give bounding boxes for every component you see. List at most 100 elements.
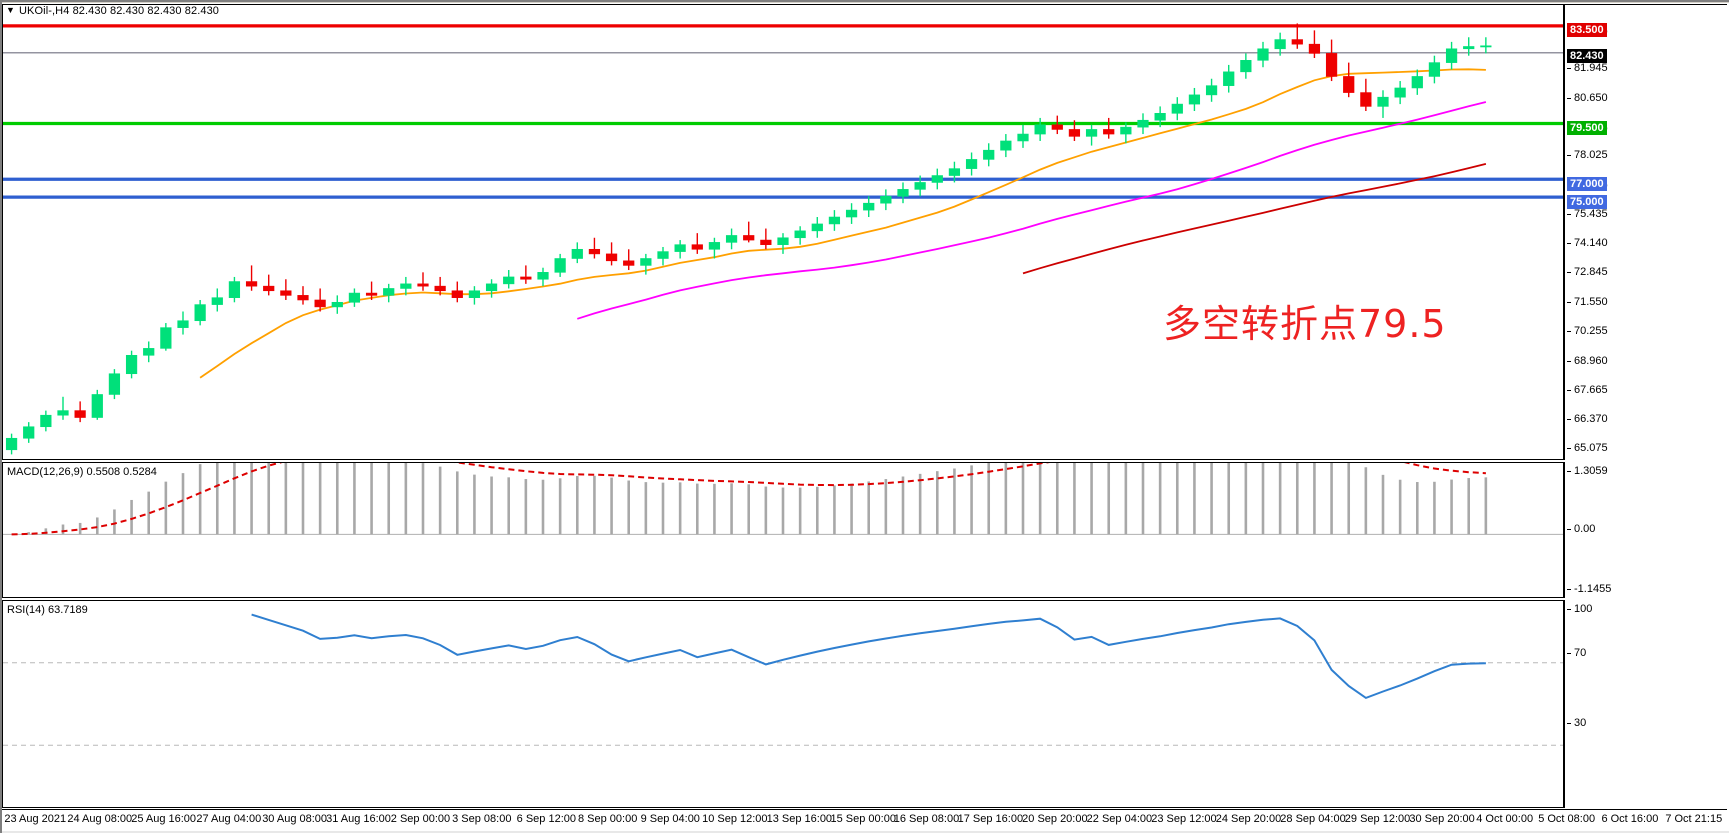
candlestick <box>640 253 652 275</box>
candlestick <box>177 311 189 335</box>
window-titlebar-strip <box>0 0 1729 3</box>
price-axis-tick: 71.550 <box>1567 296 1608 308</box>
collapse-arrow-icon[interactable]: ▼ <box>6 5 16 15</box>
candlestick <box>760 228 772 250</box>
rsi-axis-tick: 70 <box>1566 647 1587 659</box>
candlestick <box>1000 134 1012 158</box>
candlestick <box>588 237 601 259</box>
time-axis-label: 16 Sep 08:00 <box>893 813 960 825</box>
candlestick <box>57 396 69 420</box>
candlestick <box>1137 113 1149 135</box>
price-axis-tick: 78.025 <box>1567 149 1608 161</box>
macd-axis-tick: -1.1455 <box>1566 583 1612 595</box>
candlestick <box>451 281 463 303</box>
price-axis-tick: 70.255 <box>1567 325 1608 337</box>
candlestick <box>280 279 292 300</box>
candlestick <box>74 401 86 423</box>
price-axis[interactable]: 83.24081.94580.65079.32078.02576.73075.4… <box>1564 4 1727 460</box>
time-axis-label: 5 Oct 08:00 <box>1538 813 1596 825</box>
candlestick <box>1343 62 1355 98</box>
time-axis-label: 3 Sep 08:00 <box>452 813 512 825</box>
candlestick <box>331 295 343 314</box>
candlestick <box>708 237 721 259</box>
price-level-tag[interactable]: 77.000 <box>1567 177 1607 191</box>
candlestick <box>897 182 909 204</box>
candlestick <box>1188 87 1201 112</box>
ma-mid-line <box>577 101 1487 320</box>
candlestick <box>828 210 841 231</box>
candlestick <box>1463 37 1475 56</box>
candlestick <box>880 189 892 211</box>
candlestick <box>194 299 206 326</box>
time-axis-label: 28 Sep 04:00 <box>1280 813 1346 825</box>
candlestick <box>1428 55 1441 84</box>
price-axis-tick: 67.665 <box>1567 384 1608 396</box>
candlestick <box>931 168 943 190</box>
price-axis-tick: 68.960 <box>1567 355 1608 367</box>
time-axis-label: 10 Sep 12:00 <box>702 813 768 825</box>
price-level-tag[interactable]: 82.430 <box>1567 49 1607 63</box>
candlestick <box>160 323 172 351</box>
time-axis-label: 13 Sep 16:00 <box>766 813 833 825</box>
candlestick <box>383 283 395 303</box>
candlestick <box>674 240 686 259</box>
candlestick <box>143 341 155 363</box>
candlestick <box>314 288 326 312</box>
candlestick <box>228 276 241 303</box>
candlestick <box>108 369 121 400</box>
macd-plot-area[interactable] <box>3 463 1563 597</box>
candlestick <box>1394 81 1406 105</box>
candlestick <box>211 288 223 312</box>
time-axis-label: 22 Sep 04:00 <box>1086 813 1153 825</box>
time-axis-label: 23 Aug 2021 <box>4 813 67 825</box>
time-axis-label: 4 Oct 00:00 <box>1476 813 1534 825</box>
rsi-axis-tick: 30 <box>1566 717 1587 729</box>
candlestick <box>5 433 18 455</box>
time-axis-label: 27 Aug 04:00 <box>196 813 262 825</box>
time-axis-label: 25 Aug 16:00 <box>131 813 197 825</box>
candlestick <box>400 276 412 296</box>
candlestick <box>863 196 875 218</box>
time-axis-label: 7 Oct 21:15 <box>1665 813 1723 825</box>
candlestick <box>571 242 583 264</box>
candlestick <box>965 152 978 176</box>
price-level-tag[interactable]: 75.000 <box>1567 195 1607 209</box>
candlestick <box>623 249 635 271</box>
price-plot-area[interactable] <box>3 5 1563 459</box>
price-level-tag[interactable]: 83.500 <box>1567 23 1607 37</box>
candlestick <box>725 228 738 250</box>
candlestick <box>1274 32 1286 56</box>
candlestick <box>1017 124 1029 148</box>
candlestick <box>983 143 995 167</box>
candlestick <box>245 265 258 291</box>
candlestick <box>691 233 703 254</box>
time-axis-label: 31 Aug 16:00 <box>326 813 391 825</box>
macd-indicator-label: MACD(12,26,9) 0.5508 0.5284 <box>7 466 157 478</box>
candlestick <box>948 161 961 183</box>
chart-annotation-text: 多空转折点79.5 <box>1163 302 1447 346</box>
candlestick <box>914 175 926 197</box>
candlestick <box>348 288 361 307</box>
time-axis[interactable]: 23 Aug 2021 24 Aug 08:00 25 Aug 16:00 27 Au… <box>2 809 1727 831</box>
time-axis-label: 29 Sep 12:00 <box>1344 813 1411 825</box>
candlestick <box>503 270 515 289</box>
candlestick <box>40 410 52 432</box>
time-axis-label: 23 Sep 12:00 <box>1151 813 1217 825</box>
candlestick <box>1085 124 1098 146</box>
candlestick <box>417 272 429 291</box>
rsi-panel[interactable] <box>2 600 1564 808</box>
candlestick <box>1411 69 1423 95</box>
price-chart-panel[interactable] <box>2 4 1564 460</box>
time-axis-label: 6 Sep 12:00 <box>516 813 576 825</box>
macd-panel[interactable] <box>2 462 1564 598</box>
candlestick <box>1291 23 1303 49</box>
candlestick <box>1240 53 1252 79</box>
price-level-tag[interactable]: 79.500 <box>1567 121 1607 135</box>
candlestick <box>485 279 498 298</box>
candlestick <box>1257 41 1269 68</box>
rsi-plot-area[interactable] <box>3 601 1563 807</box>
ma-slow-line <box>1022 163 1487 275</box>
candlestick <box>777 233 789 254</box>
candlestick <box>297 286 309 305</box>
candlestick <box>1325 39 1338 82</box>
